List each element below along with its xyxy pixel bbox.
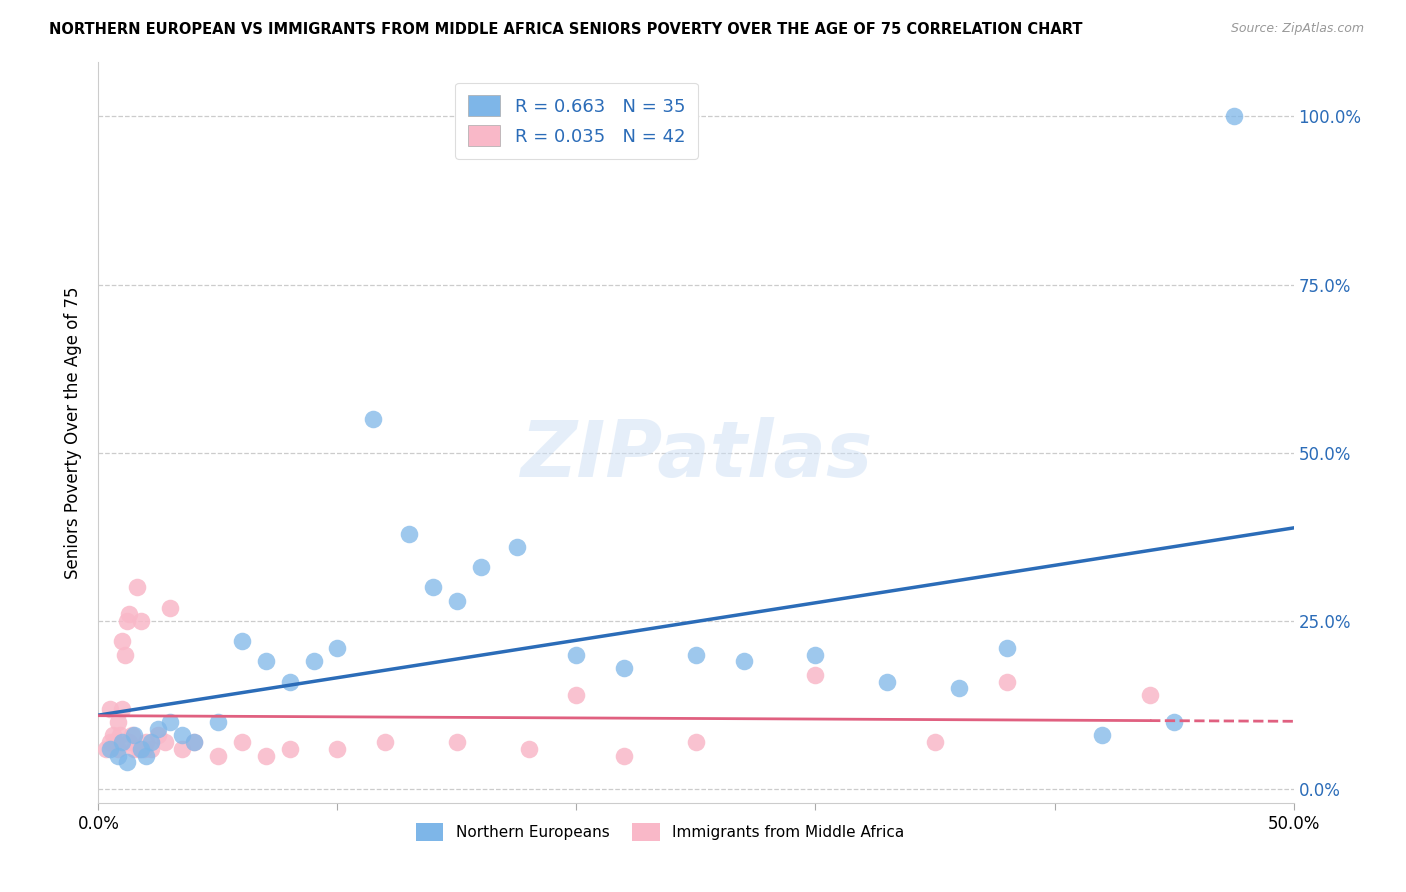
Point: [685, 735, 707, 749]
Point: [98, 735, 122, 749]
Point: [1223, 109, 1246, 123]
Point: [207, 748, 229, 763]
Point: [139, 742, 162, 756]
Point: [108, 729, 131, 743]
Point: [278, 742, 301, 756]
Point: [101, 729, 124, 743]
Point: [148, 729, 170, 743]
Point: [183, 735, 205, 749]
Point: [135, 735, 157, 749]
Point: [422, 581, 444, 595]
Point: [172, 742, 194, 756]
Point: [374, 735, 396, 749]
Text: ZIPatlas: ZIPatlas: [520, 417, 872, 493]
Point: [733, 655, 755, 669]
Point: [565, 648, 588, 662]
Point: [183, 735, 205, 749]
Point: [565, 688, 588, 702]
Point: [254, 748, 277, 763]
Point: [995, 640, 1018, 655]
Point: [326, 742, 349, 756]
Point: [506, 540, 529, 554]
Point: [446, 594, 468, 608]
Point: [1091, 729, 1114, 743]
Point: [118, 607, 141, 622]
Point: [924, 735, 946, 749]
Point: [517, 742, 540, 756]
Point: [326, 640, 349, 655]
Point: [302, 655, 325, 669]
Point: [107, 714, 129, 729]
Point: [98, 742, 122, 756]
Point: [148, 722, 170, 736]
Point: [94, 742, 117, 756]
Y-axis label: Seniors Poverty Over the Age of 75: Seniors Poverty Over the Age of 75: [65, 286, 83, 579]
Point: [125, 581, 148, 595]
Point: [115, 614, 138, 628]
Point: [804, 648, 827, 662]
Point: [107, 742, 129, 756]
Point: [139, 735, 162, 749]
Point: [107, 748, 129, 763]
Point: [159, 600, 181, 615]
Point: [104, 735, 127, 749]
Point: [132, 742, 155, 756]
Point: [1139, 688, 1161, 702]
Point: [231, 735, 253, 749]
Point: [155, 735, 177, 749]
Point: [231, 634, 253, 648]
Point: [111, 634, 134, 648]
Point: [613, 661, 636, 675]
Point: [159, 714, 181, 729]
Point: [278, 674, 301, 689]
Legend: Northern Europeans, Immigrants from Middle Africa: Northern Europeans, Immigrants from Midd…: [409, 817, 911, 847]
Point: [114, 648, 136, 662]
Point: [613, 748, 636, 763]
Point: [804, 668, 827, 682]
Text: Source: ZipAtlas.com: Source: ZipAtlas.com: [1230, 22, 1364, 36]
Point: [948, 681, 970, 696]
Point: [207, 714, 229, 729]
Point: [111, 735, 134, 749]
Point: [118, 735, 141, 749]
Point: [131, 742, 153, 756]
Point: [121, 729, 143, 743]
Point: [135, 748, 157, 763]
Point: [1163, 714, 1185, 729]
Point: [446, 735, 468, 749]
Point: [128, 742, 150, 756]
Point: [115, 756, 138, 770]
Point: [254, 655, 277, 669]
Point: [995, 674, 1018, 689]
Point: [124, 729, 146, 743]
Point: [363, 412, 385, 426]
Point: [111, 701, 134, 715]
Point: [685, 648, 707, 662]
Point: [470, 560, 492, 574]
Point: [131, 614, 153, 628]
Point: [172, 729, 194, 743]
Point: [124, 742, 146, 756]
Text: NORTHERN EUROPEAN VS IMMIGRANTS FROM MIDDLE AFRICA SENIORS POVERTY OVER THE AGE : NORTHERN EUROPEAN VS IMMIGRANTS FROM MID…: [49, 22, 1083, 37]
Point: [398, 526, 420, 541]
Point: [876, 674, 898, 689]
Point: [98, 701, 122, 715]
